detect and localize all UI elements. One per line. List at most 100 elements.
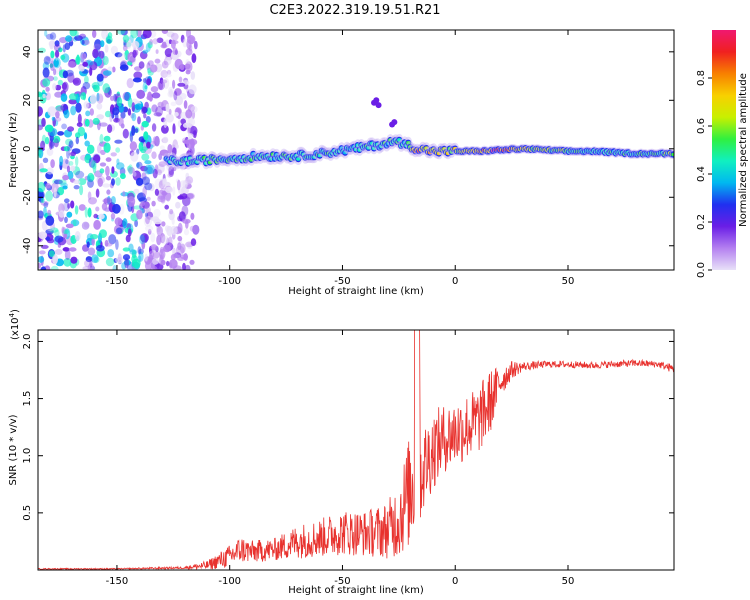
noise-speckle xyxy=(116,30,126,35)
noise-speckle xyxy=(105,35,113,45)
noise-speckle xyxy=(53,58,59,68)
noise-speckle xyxy=(82,265,92,270)
noise-speckle xyxy=(170,101,177,107)
noise-speckle xyxy=(63,109,70,119)
noise-speckle xyxy=(84,140,90,147)
noise-speckle xyxy=(145,116,151,123)
noise-speckle xyxy=(122,91,130,101)
noise-speckle xyxy=(125,234,131,243)
noise-speckle xyxy=(101,30,109,40)
noise-speckle xyxy=(100,40,105,48)
noise-speckle xyxy=(82,61,89,67)
noise-speckle xyxy=(43,56,51,65)
noise-speckle xyxy=(177,179,181,191)
noise-speckle xyxy=(192,224,200,235)
noise-speckle xyxy=(126,78,134,89)
noise-speckle xyxy=(144,253,148,262)
noise-speckle xyxy=(86,241,90,248)
ridge-core xyxy=(195,160,200,164)
noise-speckle xyxy=(157,80,165,91)
noise-speckle xyxy=(46,147,54,156)
noise-speckle xyxy=(164,48,173,58)
noise-speckle xyxy=(81,39,85,45)
noise-speckle xyxy=(166,69,172,75)
noise-speckle xyxy=(87,191,92,200)
noise-speckle xyxy=(86,144,95,154)
noise-speckle xyxy=(89,61,98,71)
noise-speckle xyxy=(68,247,77,252)
noise-speckle xyxy=(117,52,126,61)
noise-speckle xyxy=(175,201,181,209)
noise-speckle xyxy=(178,211,186,222)
noise-speckle xyxy=(182,139,191,144)
noise-speckle xyxy=(193,40,198,50)
noise-speckle xyxy=(172,79,176,89)
y-tick-label: -40 xyxy=(22,238,33,254)
noise-speckle xyxy=(84,118,90,127)
noise-speckle xyxy=(83,222,90,228)
noise-speckle xyxy=(73,179,81,185)
noise-speckle xyxy=(118,117,124,127)
noise-speckle xyxy=(59,155,64,166)
noise-speckle xyxy=(160,259,166,266)
noise-speckle xyxy=(81,53,87,60)
noise-speckle xyxy=(89,174,95,181)
snr-y-scale-note: (x104) xyxy=(8,309,21,340)
noise-speckle xyxy=(115,177,121,186)
noise-speckle xyxy=(161,221,166,227)
noise-speckle xyxy=(120,30,128,36)
noise-speckle xyxy=(95,188,100,198)
noise-speckle xyxy=(155,106,164,117)
noise-speckle xyxy=(91,254,99,263)
noise-speckle xyxy=(101,202,108,211)
noise-speckle xyxy=(156,37,164,44)
y-tick-label: 40 xyxy=(22,45,33,58)
noise-speckle xyxy=(190,212,195,220)
noise-speckle xyxy=(44,124,54,133)
noise-speckle xyxy=(42,78,51,87)
noise-speckle xyxy=(127,196,136,207)
noise-speckle xyxy=(141,120,149,128)
noise-speckle xyxy=(65,35,73,42)
noise-speckle xyxy=(127,228,132,237)
noise-speckle xyxy=(68,99,78,105)
noise-speckle xyxy=(77,113,82,125)
noise-speckle xyxy=(68,93,78,101)
ridge-core xyxy=(366,145,371,150)
noise-speckle xyxy=(100,149,106,155)
noise-speckle xyxy=(66,165,71,173)
noise-speckle xyxy=(120,173,126,180)
noise-speckle xyxy=(161,60,169,69)
noise-speckle xyxy=(190,105,198,113)
noise-speckle xyxy=(99,168,105,174)
noise-speckle xyxy=(67,72,75,83)
noise-speckle xyxy=(83,132,88,140)
noise-speckle xyxy=(146,62,151,71)
noise-speckle xyxy=(72,219,77,227)
noise-speckle xyxy=(41,117,46,127)
noise-speckle xyxy=(131,258,141,269)
noise-speckle xyxy=(146,78,152,86)
noise-speckle xyxy=(75,56,81,65)
noise-speckle xyxy=(45,136,50,145)
noise-speckle xyxy=(45,236,51,241)
noise-speckle xyxy=(47,209,52,216)
noise-speckle xyxy=(53,44,61,52)
noise-speckle xyxy=(168,108,172,115)
noise-speckle xyxy=(129,141,138,151)
noise-speckle xyxy=(102,183,111,188)
noise-speckle xyxy=(82,81,91,90)
noise-speckle xyxy=(130,112,135,119)
noise-speckle xyxy=(77,126,86,137)
noise-speckle xyxy=(143,131,149,141)
noise-speckle xyxy=(177,195,184,200)
noise-speckle xyxy=(185,172,190,180)
noise-speckle xyxy=(50,60,55,72)
noise-speckle xyxy=(131,125,136,136)
noise-speckle xyxy=(39,168,48,173)
noise-speckle xyxy=(141,153,150,161)
noise-speckle xyxy=(49,140,53,151)
noise-speckle xyxy=(190,238,197,247)
noise-speckle xyxy=(112,203,121,214)
noise-speckle xyxy=(144,101,149,109)
